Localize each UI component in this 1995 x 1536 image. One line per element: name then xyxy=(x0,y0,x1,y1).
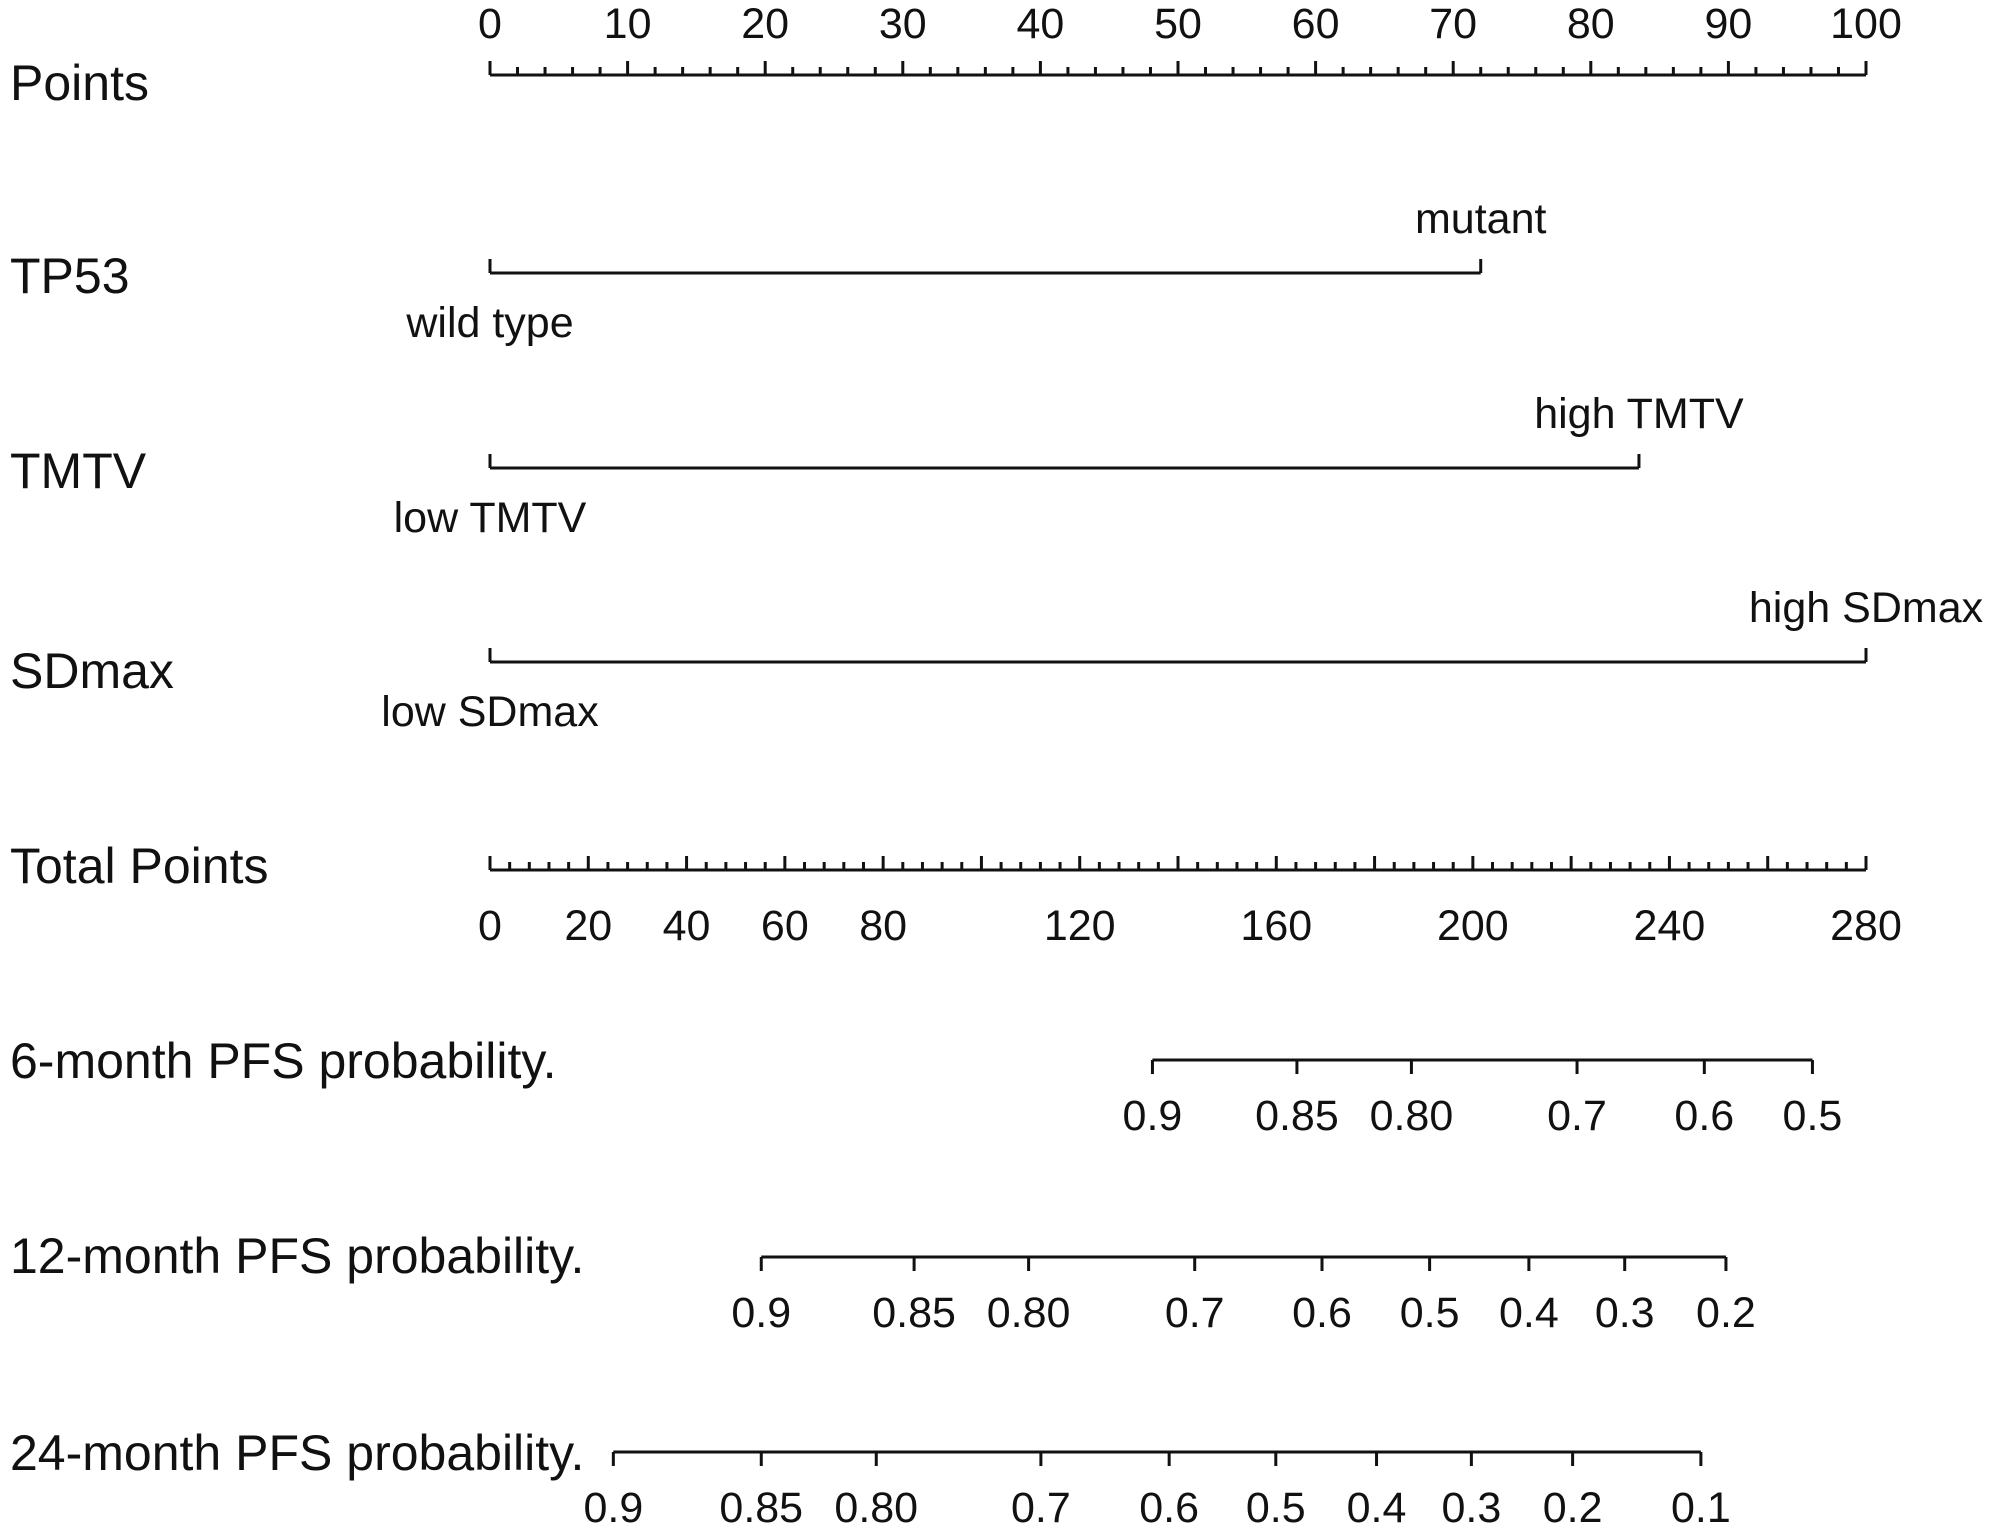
points-row-label: Points xyxy=(10,55,149,111)
tmtv-low-label: low TMTV xyxy=(394,494,587,542)
pfs12-axis: 0.9 0.85 0.80 0.7 0.6 0.5 0.4 0.3 0.2 xyxy=(731,1255,1756,1337)
sdmax-row: SDmax low SDmax high SDmax xyxy=(10,584,1984,736)
points-tick-label: 60 xyxy=(1292,0,1340,48)
points-tick-label: 90 xyxy=(1704,0,1752,48)
pfs24-tick-label: 0.85 xyxy=(719,1484,803,1532)
pfs6-tick-label: 0.9 xyxy=(1123,1092,1183,1140)
pfs24-tick-label: 0.9 xyxy=(583,1484,643,1532)
total-points-axis: 0 20 40 60 80 120 160 200 240 280 xyxy=(478,856,1902,950)
total-tick-label: 200 xyxy=(1437,902,1509,950)
pfs24-tick-label: 0.6 xyxy=(1139,1484,1199,1532)
pfs12-tick-label: 0.3 xyxy=(1595,1289,1655,1337)
pfs12-tick-label: 0.9 xyxy=(731,1289,791,1337)
pfs12-tick-label: 0.5 xyxy=(1400,1289,1460,1337)
pfs12-tick-label: 0.6 xyxy=(1292,1289,1352,1337)
total-tick-label: 160 xyxy=(1240,902,1312,950)
total-tick-label: 280 xyxy=(1830,902,1902,950)
total-points-row-label: Total Points xyxy=(10,838,268,894)
pfs6-row-label: 6-month PFS probability. xyxy=(10,1033,557,1089)
sdmax-low-label: low SDmax xyxy=(381,688,599,736)
total-tick-label: 120 xyxy=(1044,902,1116,950)
total-tick-label: 0 xyxy=(478,902,502,950)
sdmax-row-label: SDmax xyxy=(10,643,174,699)
tmtv-high-label: high TMTV xyxy=(1534,390,1744,438)
pfs6-row: 6-month PFS probability. 0.9 0.85 0.80 0.7 0… xyxy=(10,1033,1842,1140)
points-tick-label: 70 xyxy=(1429,0,1477,48)
tp53-row: TP53 wild type mutant xyxy=(10,195,1546,347)
pfs6-tick-label: 0.7 xyxy=(1547,1092,1607,1140)
pfs12-tick-label: 0.2 xyxy=(1696,1289,1756,1337)
points-tick-label: 20 xyxy=(741,0,789,48)
total-points-row: Total Points 0 20 40 60 80 120 160 200 240 280 xyxy=(10,838,1902,950)
pfs24-tick-label: 0.80 xyxy=(834,1484,918,1532)
pfs24-tick-label: 0.5 xyxy=(1246,1484,1306,1532)
pfs12-tick-label: 0.80 xyxy=(987,1289,1071,1337)
tp53-bar-group: wild type mutant xyxy=(405,195,1546,347)
sdmax-bar-group: low SDmax high SDmax xyxy=(381,584,1983,736)
tp53-high-label: mutant xyxy=(1415,195,1547,243)
pfs6-tick-label: 0.6 xyxy=(1674,1092,1734,1140)
points-tick-label: 100 xyxy=(1830,0,1902,48)
sdmax-high-label: high SDmax xyxy=(1749,584,1984,632)
pfs12-row-label: 12-month PFS probability. xyxy=(10,1228,584,1284)
pfs6-tick-label: 0.85 xyxy=(1255,1092,1339,1140)
tmtv-row: TMTV low TMTV high TMTV xyxy=(10,390,1744,542)
points-tick-label: 40 xyxy=(1016,0,1064,48)
points-tick-label: 0 xyxy=(478,0,502,48)
tmtv-bar-group: low TMTV high TMTV xyxy=(394,390,1744,542)
pfs24-tick-label: 0.7 xyxy=(1011,1484,1071,1532)
total-tick-label: 40 xyxy=(663,902,711,950)
points-row: Points 0 10 20 30 40 50 60 70 80 90 100 xyxy=(10,0,1902,111)
total-tick-label: 80 xyxy=(859,902,907,950)
points-tick-label: 50 xyxy=(1154,0,1202,48)
pfs24-tick-label: 0.2 xyxy=(1543,1484,1603,1532)
pfs24-tick-label: 0.1 xyxy=(1671,1484,1731,1532)
pfs24-tick-label: 0.4 xyxy=(1347,1484,1407,1532)
tp53-low-label: wild type xyxy=(405,299,573,347)
total-tick-label: 60 xyxy=(761,902,809,950)
total-tick-label: 240 xyxy=(1634,902,1706,950)
pfs12-tick-label: 0.4 xyxy=(1499,1289,1559,1337)
pfs12-tick-label: 0.85 xyxy=(872,1289,956,1337)
tp53-row-label: TP53 xyxy=(10,248,130,304)
pfs24-axis: 0.9 0.85 0.80 0.7 0.6 0.5 0.4 0.3 0.2 0.1 xyxy=(583,1450,1731,1532)
pfs6-axis: 0.9 0.85 0.80 0.7 0.6 0.5 xyxy=(1123,1058,1843,1140)
points-tick-label: 10 xyxy=(604,0,652,48)
tmtv-row-label: TMTV xyxy=(10,443,147,499)
pfs24-row-label: 24-month PFS probability. xyxy=(10,1425,584,1481)
pfs6-tick-label: 0.5 xyxy=(1783,1092,1843,1140)
points-tick-label: 30 xyxy=(879,0,927,48)
points-tick-label: 80 xyxy=(1567,0,1615,48)
pfs12-row: 12-month PFS probability. 0.9 0.85 0.80 0.7… xyxy=(10,1228,1756,1337)
pfs6-tick-label: 0.80 xyxy=(1370,1092,1454,1140)
total-tick-label: 20 xyxy=(564,902,612,950)
pfs24-row: 24-month PFS probability. 0.9 0.85 0.80 0.7… xyxy=(10,1425,1731,1532)
pfs24-tick-label: 0.3 xyxy=(1441,1484,1501,1532)
points-axis: 0 10 20 30 40 50 60 70 80 90 100 xyxy=(478,0,1902,77)
pfs12-tick-label: 0.7 xyxy=(1165,1289,1225,1337)
